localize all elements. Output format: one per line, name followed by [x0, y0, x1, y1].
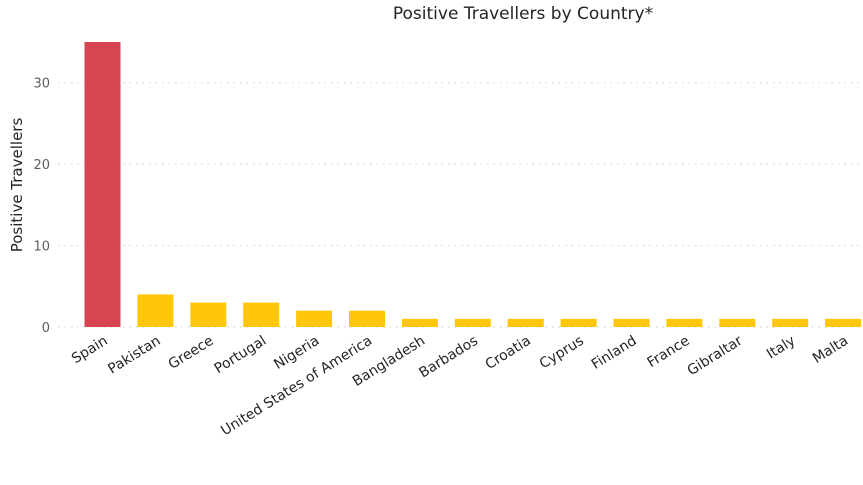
bar — [401, 318, 438, 327]
bar — [243, 302, 280, 327]
bar — [137, 294, 174, 327]
y-tick-label: 30 — [33, 77, 50, 92]
x-tick-label: Barbados — [416, 333, 481, 382]
bar — [560, 318, 597, 327]
bar — [613, 318, 650, 327]
bar — [454, 318, 491, 327]
x-tick-label: Malta — [810, 333, 851, 367]
bar — [825, 318, 862, 327]
bar — [84, 42, 121, 327]
x-tick-label: Croatia — [483, 333, 534, 373]
bar — [190, 302, 227, 327]
y-tick-label: 10 — [33, 240, 50, 255]
bar — [507, 318, 544, 327]
bar — [666, 318, 703, 327]
y-tick-label: 0 — [42, 321, 50, 336]
bar — [349, 310, 385, 327]
bar — [719, 318, 756, 327]
y-tick-label: 20 — [33, 158, 50, 173]
bar — [772, 318, 809, 327]
chart-title: Positive Travellers by Country* — [392, 4, 654, 24]
x-tick-label: Finland — [589, 333, 640, 373]
x-tick-label: Portugal — [212, 333, 270, 377]
x-tick-label: Pakistan — [105, 333, 163, 378]
x-tick-label: Italy — [764, 333, 798, 363]
x-tick-label: Gibraltar — [685, 333, 746, 379]
x-tick-label: Cyprus — [537, 333, 587, 372]
bar — [296, 310, 333, 327]
x-tick-label: Greece — [166, 333, 217, 373]
x-tick-label: Spain — [69, 333, 111, 367]
